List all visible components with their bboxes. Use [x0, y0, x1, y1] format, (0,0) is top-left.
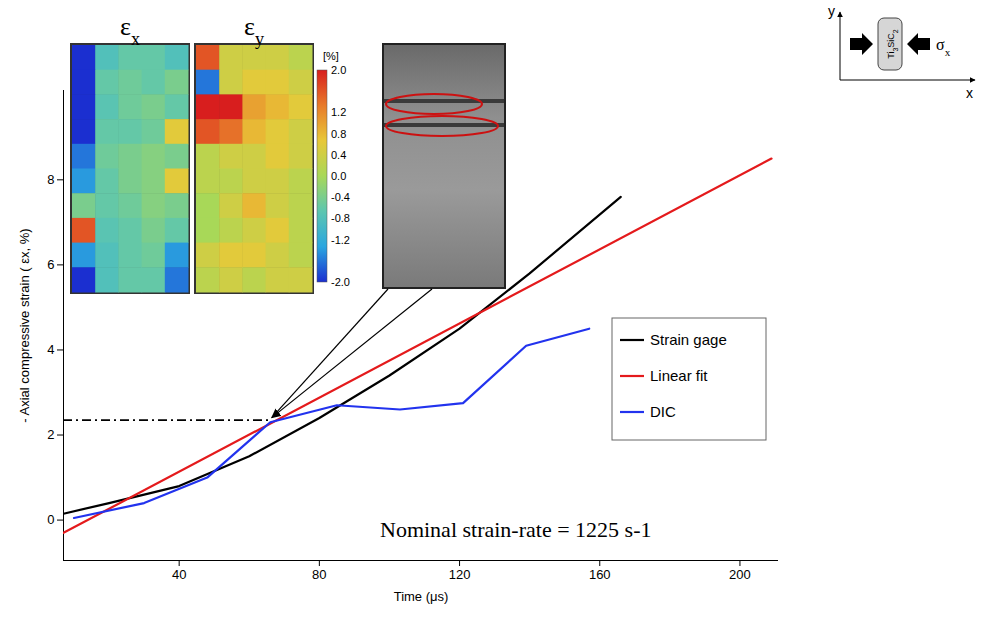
svg-text:x: x	[966, 85, 973, 101]
svg-text:2.0: 2.0	[331, 64, 346, 76]
svg-text:4: 4	[47, 342, 54, 357]
svg-text:0.0: 0.0	[331, 170, 346, 182]
svg-text:40: 40	[172, 567, 186, 582]
svg-text:Linear fit: Linear fit	[650, 367, 708, 384]
svg-text:-1.2: -1.2	[331, 234, 350, 246]
svg-text:Time (μs): Time (μs)	[394, 589, 449, 604]
svg-text:0.4: 0.4	[331, 149, 346, 161]
svg-text:0: 0	[47, 512, 54, 527]
svg-text:-0.4: -0.4	[331, 191, 350, 203]
svg-text:[%]: [%]	[323, 50, 339, 62]
svg-text:0.8: 0.8	[331, 128, 346, 140]
svg-text:6: 6	[47, 257, 54, 272]
svg-text:-2.0: -2.0	[331, 276, 350, 288]
svg-text:εy: εy	[244, 12, 265, 49]
svg-text:80: 80	[312, 567, 326, 582]
svg-text:200: 200	[729, 567, 751, 582]
svg-text:σx: σx	[936, 36, 951, 58]
svg-text:DIC: DIC	[650, 403, 676, 420]
svg-text:2: 2	[47, 427, 54, 442]
svg-text:1.2: 1.2	[331, 106, 346, 118]
svg-text:160: 160	[589, 567, 611, 582]
svg-text:y: y	[828, 3, 835, 19]
svg-text:- Axial compressive strain ( ε: - Axial compressive strain ( εx, %)	[17, 228, 32, 422]
svg-text:Nominal strain-rate = 1225 s-1: Nominal strain-rate = 1225 s-1	[380, 517, 651, 542]
svg-text:8: 8	[47, 172, 54, 187]
svg-text:120: 120	[449, 567, 471, 582]
svg-text:Ti3SiC2: Ti3SiC2	[886, 29, 899, 59]
svg-text:Strain gage: Strain gage	[650, 331, 727, 348]
svg-text:-0.8: -0.8	[331, 212, 350, 224]
svg-text:εx: εx	[120, 12, 140, 49]
